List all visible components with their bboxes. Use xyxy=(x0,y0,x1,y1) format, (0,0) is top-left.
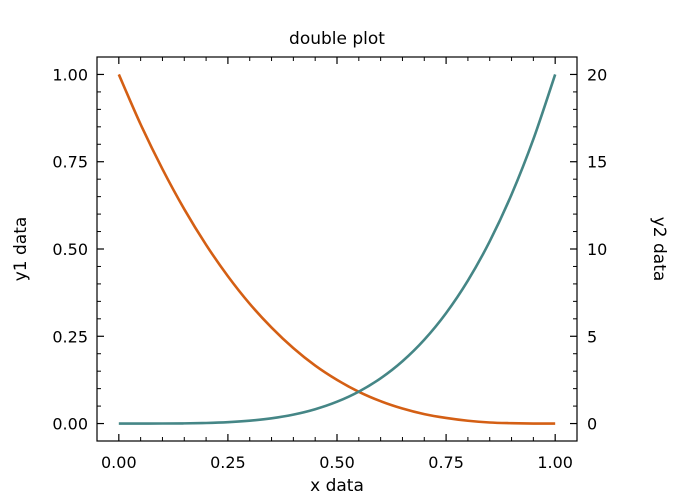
y1-tick-label: 0.00 xyxy=(52,415,88,434)
x-axis-label: x data xyxy=(310,476,364,496)
y1-series-line xyxy=(117,73,556,425)
minor-ticks xyxy=(97,57,577,441)
x-tick-label: 1.00 xyxy=(537,453,573,472)
x-tick-label: 0.50 xyxy=(319,453,355,472)
x-tick-label: 0.75 xyxy=(428,453,464,472)
major-ticks xyxy=(97,57,577,441)
y2-series-line xyxy=(118,74,557,425)
x-tick-label: 0.00 xyxy=(101,453,137,472)
y2-tick-label: 15 xyxy=(587,153,607,172)
y2-tick-label: 0 xyxy=(587,415,597,434)
y1-tick-label: 0.50 xyxy=(52,240,88,259)
series-layer xyxy=(117,73,557,425)
y2-axis-label: y2 data xyxy=(649,217,669,282)
plot-area-frame xyxy=(96,56,578,442)
y1-axis-label: y1 data xyxy=(11,217,31,282)
x-tick-label: 0.25 xyxy=(210,453,246,472)
y2-tick-label: 5 xyxy=(587,327,597,346)
y1-tick-label: 1.00 xyxy=(52,65,88,84)
y2-tick-label: 20 xyxy=(587,65,607,84)
chart-title: double plot xyxy=(289,29,385,49)
y2-tick-label: 10 xyxy=(587,240,607,259)
y1-tick-label: 0.75 xyxy=(52,153,88,172)
y1-tick-label: 0.25 xyxy=(52,327,88,346)
tick-labels: 0.00 0.25 0.50 0.75 1.00 0.00 0.25 0.50 0.75 1.00… xyxy=(52,65,607,472)
